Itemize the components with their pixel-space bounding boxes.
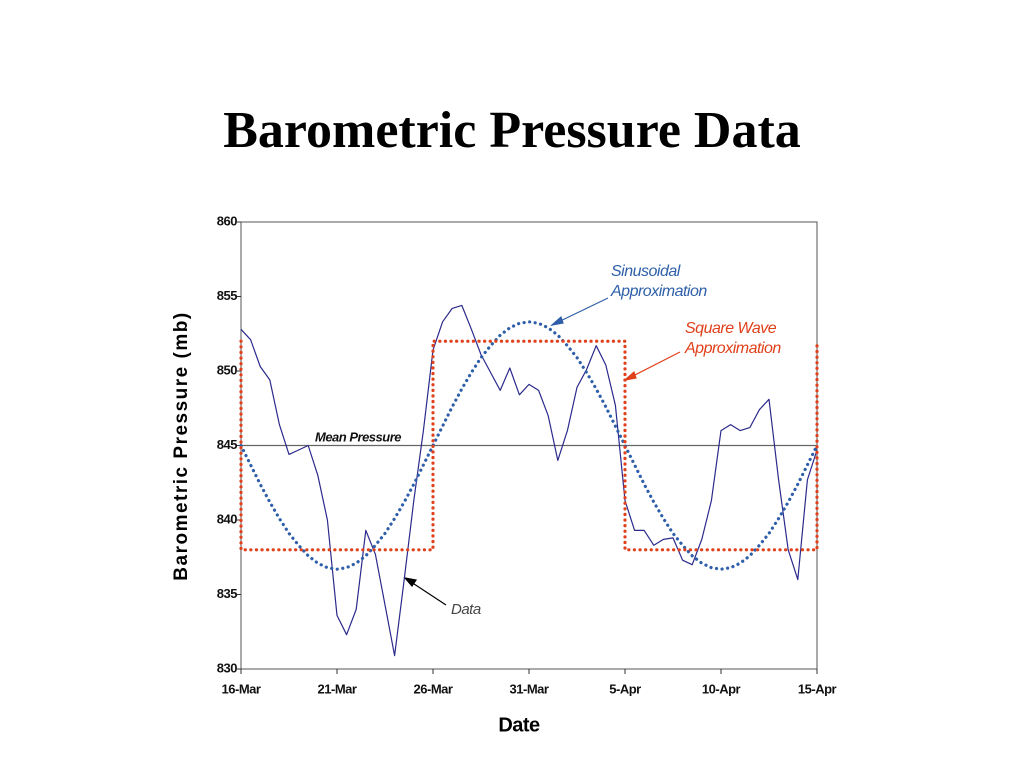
annotation: Square Wave: [685, 320, 777, 337]
chart-title: Barometric Pressure Data: [223, 102, 801, 159]
approximation-line: [239, 339, 819, 552]
y-tick-label: 845: [217, 437, 237, 452]
annotation: Data: [451, 601, 481, 618]
annotation: Approximation: [684, 340, 781, 357]
x-tick-label: 15-Apr: [798, 681, 837, 696]
y-tick-label: 860: [217, 213, 237, 228]
approximation-line: [239, 320, 819, 571]
y-tick-label: 850: [217, 362, 237, 377]
x-tick-label: 10-Apr: [702, 681, 741, 696]
annotation: Mean Pressure: [315, 429, 401, 444]
y-tick-label: 835: [217, 586, 237, 601]
y-tick-label: 830: [217, 660, 237, 675]
x-tick-label: 31-Mar: [510, 681, 549, 696]
arrow-head: [550, 315, 564, 326]
x-axis-label: Date: [498, 714, 540, 736]
y-axis-label: Barometric Pressure (mb): [171, 311, 192, 580]
y-tick-label: 855: [217, 288, 237, 303]
arrow-head: [403, 577, 418, 587]
x-tick-label: 16-Mar: [222, 681, 261, 696]
x-tick-label: 21-Mar: [318, 681, 357, 696]
arrow-head: [623, 370, 637, 381]
annotation-arrows: [403, 297, 681, 606]
annotation: Approximation: [610, 283, 707, 300]
x-tick-label: 26-Mar: [414, 681, 453, 696]
annotation: Sinusoidal: [611, 263, 681, 280]
y-tick-label: 840: [217, 511, 237, 526]
data-line: [240, 304, 818, 657]
x-tick-label: 5-Apr: [609, 681, 641, 696]
